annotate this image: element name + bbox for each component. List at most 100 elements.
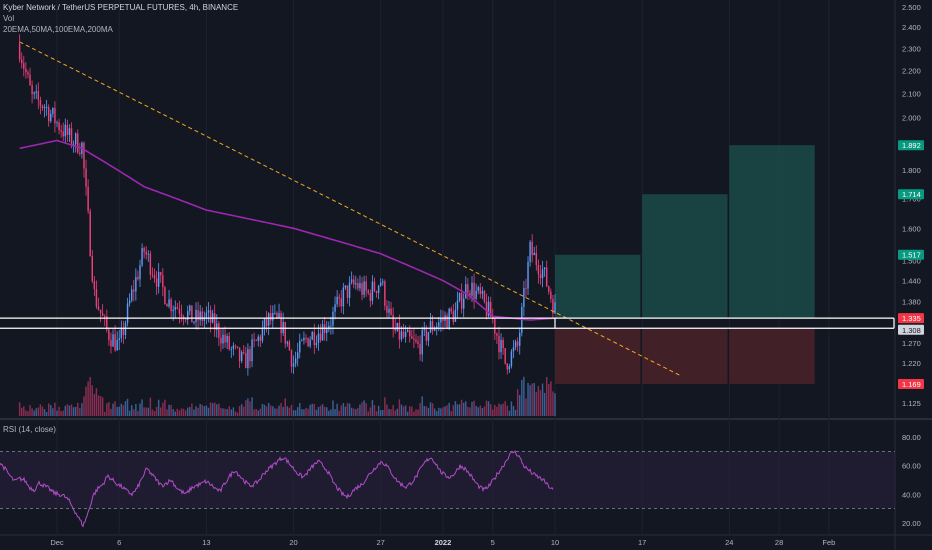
volume-bar (58, 406, 60, 416)
volume-bar (267, 402, 270, 416)
price-tick-label: 1.380 (902, 298, 921, 307)
volume-bar (20, 407, 23, 416)
candle-body (290, 350, 293, 367)
volume-bar (431, 403, 434, 416)
volume-bar (498, 403, 500, 416)
candle-body (415, 339, 417, 342)
volume-bar (180, 408, 183, 416)
volume-bar (518, 394, 521, 416)
axes: 2.5002.4002.3002.2002.1002.0001.9001.800… (50, 3, 924, 547)
candle-body (141, 248, 143, 266)
candle-body (149, 253, 152, 275)
time-tick-label: 24 (725, 538, 733, 547)
volume-bar (236, 412, 239, 416)
volume-bar (31, 408, 33, 416)
price-tick-label: 1.220 (902, 359, 921, 368)
volume-bar (43, 409, 46, 416)
volume-bar (529, 385, 531, 416)
volume-bar (332, 400, 334, 416)
candle-body (355, 283, 357, 285)
volume-bar (523, 376, 525, 416)
volume-bar (176, 408, 179, 416)
volume-bar (315, 409, 318, 416)
volume-bar (419, 403, 421, 416)
volume-bar (193, 409, 195, 416)
volume-bar (205, 405, 208, 416)
volume-bar (201, 404, 203, 416)
candle-body (550, 291, 552, 299)
volume-bar (130, 405, 133, 416)
candle-body (525, 288, 527, 290)
upper-price-label-bg (898, 313, 924, 324)
volume-bar (197, 407, 199, 416)
volume-bar (444, 406, 446, 416)
volume-bar (35, 408, 37, 416)
volume-bar (539, 390, 542, 416)
candle-body (350, 279, 353, 283)
candle-body (346, 285, 349, 298)
volume-bar (462, 402, 465, 416)
candle-body (174, 307, 177, 310)
volume-bar (170, 404, 172, 416)
volume-bar (47, 403, 50, 416)
volume-bar (290, 404, 293, 416)
target-zone-1 (555, 254, 642, 319)
candle-body (95, 289, 98, 307)
candle-body (54, 107, 56, 124)
volume-bar (41, 406, 44, 416)
candle-body (83, 142, 85, 169)
volume-bar (160, 407, 162, 416)
candle-body (392, 314, 394, 329)
volume-bar (27, 411, 29, 416)
volume-bar (330, 409, 332, 416)
candle-body (402, 331, 405, 337)
candle-body (404, 332, 407, 337)
candle-body (155, 278, 158, 287)
candle-body (477, 287, 479, 291)
candle-body (452, 311, 455, 322)
volume-bar (87, 381, 89, 416)
volume-bar (199, 403, 201, 416)
price-tick-label: 2.400 (902, 23, 921, 32)
volume-bar (394, 410, 396, 416)
candle-body (209, 310, 212, 323)
candle-body (496, 333, 498, 336)
volume-bar (433, 408, 436, 416)
volume-bar (79, 408, 81, 416)
candle-body (240, 351, 243, 362)
candle-body (462, 298, 465, 309)
candle-body (189, 305, 191, 312)
volume-bar (541, 383, 544, 416)
candle-body (64, 124, 67, 137)
candle-body (512, 347, 515, 352)
volume-bar (510, 401, 513, 416)
volume-bar (93, 393, 96, 416)
volume-bar (211, 403, 214, 416)
volume-bar (284, 398, 286, 416)
moving-average-line (19, 139, 556, 321)
volume-bar (415, 409, 417, 416)
volume-bar (203, 406, 206, 416)
volume-bar (357, 407, 359, 416)
volume-bar (311, 403, 313, 416)
volume-bar (350, 407, 353, 416)
candle-body (286, 341, 289, 344)
candle-body (500, 339, 502, 353)
volume-bar (452, 405, 455, 416)
volume-bar (245, 400, 247, 416)
candle-body (222, 334, 224, 344)
volume-bar (450, 411, 452, 416)
volume-bar (388, 408, 390, 416)
volume-bar (363, 400, 365, 416)
volume-bar (512, 406, 515, 416)
target-price-label: 1.517 (902, 251, 921, 260)
candle-body (31, 85, 33, 95)
candle-body (458, 293, 461, 301)
candle-body (20, 59, 23, 64)
candle-body (494, 319, 496, 334)
volume-bar (103, 411, 106, 416)
candle-body (352, 279, 355, 285)
volume-bar (375, 411, 378, 416)
target-price-label-bg (898, 189, 924, 200)
candle-body (118, 338, 120, 341)
